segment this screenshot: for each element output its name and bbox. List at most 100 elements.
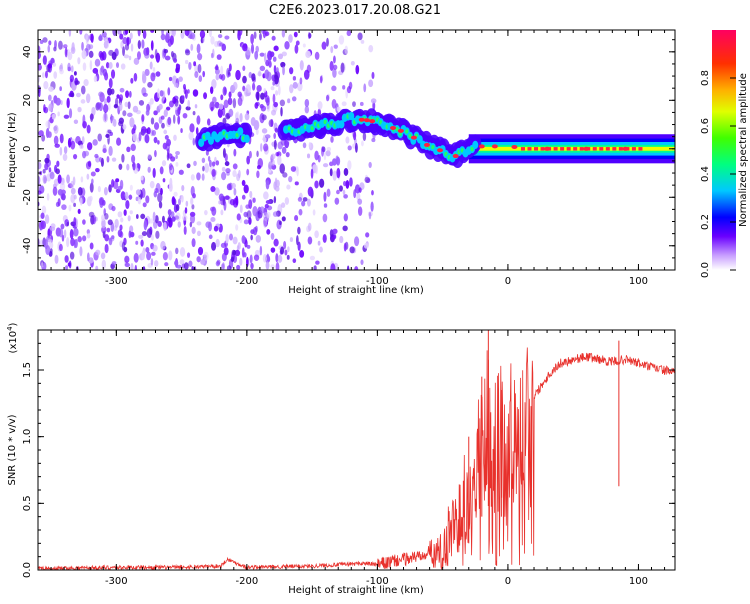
noise-speckle: [124, 255, 130, 264]
noise-speckle: [228, 108, 234, 118]
noise-speckle: [259, 52, 265, 57]
noise-speckle: [101, 218, 106, 229]
noise-speckle: [275, 67, 279, 74]
noise-speckle: [129, 90, 132, 98]
noise-speckle: [45, 127, 50, 139]
noise-speckle: [168, 250, 173, 261]
noise-speckle: [39, 39, 44, 45]
noise-speckle: [255, 45, 259, 53]
ridge-peak-steady: [547, 147, 552, 151]
ridge-peak-steady: [612, 147, 617, 151]
noise-speckle: [284, 40, 290, 50]
noise-speckle: [85, 34, 89, 45]
noise-speckle: [146, 251, 152, 261]
noise-speckle: [236, 244, 240, 251]
noise-speckle: [95, 249, 101, 256]
noise-speckle: [169, 177, 173, 188]
noise-speckle: [73, 119, 79, 124]
noise-speckle: [130, 263, 134, 270]
noise-speckle: [42, 168, 46, 174]
noise-speckle: [237, 30, 241, 41]
noise-speckle: [331, 99, 337, 109]
noise-speckle: [38, 162, 42, 170]
noise-speckle: [343, 180, 347, 187]
noise-speckle: [270, 86, 275, 91]
noise-speckle: [342, 189, 346, 195]
noise-speckle: [150, 72, 156, 82]
noise-speckle: [41, 262, 44, 268]
noise-speckle: [126, 146, 131, 153]
noise-speckle: [47, 44, 51, 53]
noise-speckle: [265, 199, 272, 205]
noise-speckle: [80, 99, 86, 104]
noise-speckle: [175, 162, 179, 167]
spectrogram-frame: [37, 29, 676, 271]
noise-speckle: [63, 44, 68, 49]
noise-speckle: [74, 80, 80, 85]
noise-speckle: [314, 180, 319, 189]
noise-speckle: [103, 103, 109, 114]
noise-speckle: [191, 226, 196, 235]
noise-speckle: [129, 184, 133, 191]
noise-speckle: [256, 150, 259, 158]
noise-speckle: [294, 181, 299, 186]
noise-speckle: [70, 92, 75, 98]
noise-speckle: [278, 85, 281, 96]
noise-speckle: [43, 104, 46, 113]
noise-speckle: [277, 254, 283, 263]
noise-speckle: [322, 213, 328, 223]
noise-speckle: [97, 133, 102, 142]
noise-speckle: [317, 154, 321, 163]
noise-speckle: [321, 146, 325, 157]
noise-speckle: [258, 70, 262, 77]
noise-speckle: [190, 32, 196, 40]
noise-speckle: [236, 213, 241, 221]
noise-speckle: [66, 97, 70, 109]
noise-speckle: [60, 223, 65, 230]
noise-speckle: [181, 95, 185, 101]
noise-speckle: [167, 38, 172, 47]
noise-speckle: [292, 81, 298, 89]
noise-speckle: [254, 50, 259, 60]
noise-speckle: [326, 37, 329, 47]
noise-speckle: [119, 224, 123, 231]
colorbar: 0.0 0.2 0.4 0.6 0.8 Normalized spectral ampl…: [700, 30, 749, 278]
noise-speckle: [244, 87, 249, 97]
noise-speckle: [251, 82, 256, 91]
noise-speckle: [346, 30, 352, 37]
noise-speckle: [253, 254, 260, 261]
noise-speckle: [150, 30, 155, 33]
noise-speckle: [140, 175, 144, 181]
ridge-peak-steady: [618, 147, 623, 151]
noise-speckle: [102, 199, 106, 206]
noise-speckle: [272, 56, 277, 62]
noise-speckle: [166, 31, 170, 36]
noise-speckle: [296, 166, 299, 177]
noise-speckle: [218, 103, 224, 110]
noise-speckle: [259, 245, 263, 256]
noise-speckle: [350, 60, 355, 66]
noise-speckle: [73, 71, 77, 76]
noise-speckle: [83, 150, 90, 157]
noise-speckle: [275, 152, 280, 157]
noise-speckle: [246, 155, 251, 165]
noise-speckle: [154, 150, 157, 158]
noise-speckle: [208, 234, 213, 240]
noise-speckle: [38, 190, 42, 195]
noise-speckle: [202, 165, 205, 172]
noise-speckle: [86, 252, 90, 262]
noise-speckle: [43, 81, 49, 90]
noise-speckle: [228, 63, 232, 72]
spectrogram-y-axis-label: Frequency (Hz): [7, 112, 18, 188]
ridge-core: [348, 111, 355, 121]
noise-speckle: [197, 63, 202, 74]
noise-speckle: [120, 217, 124, 223]
noise-speckle: [151, 251, 156, 256]
noise-speckle: [157, 140, 160, 145]
ridge-peak-steady: [534, 147, 539, 151]
noise-speckle: [277, 141, 283, 150]
noise-speckle: [62, 153, 68, 162]
noise-speckle: [302, 43, 306, 48]
noise-speckle: [317, 101, 323, 110]
noise-speckle: [244, 112, 250, 121]
